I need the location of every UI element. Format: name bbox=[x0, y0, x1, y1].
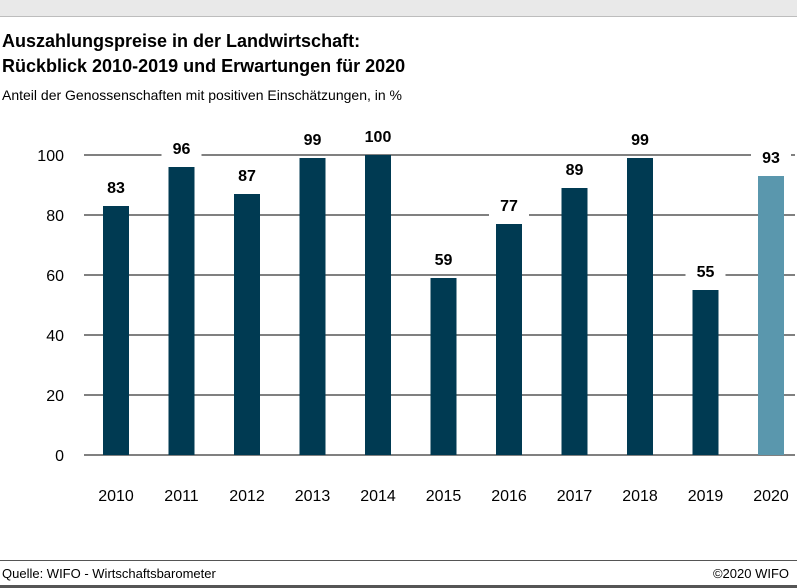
data-label-bg bbox=[685, 262, 726, 282]
x-tick-label-2015: 2015 bbox=[426, 488, 462, 505]
bar-2012 bbox=[234, 194, 260, 455]
y-tick-label: 100 bbox=[37, 148, 64, 165]
data-label-bg bbox=[423, 250, 464, 270]
bar-2015 bbox=[430, 278, 457, 455]
data-label-bg bbox=[554, 160, 595, 180]
data-label-2020: 93 bbox=[762, 150, 780, 167]
footer-bottom-rule bbox=[0, 585, 797, 588]
bar-2019 bbox=[692, 290, 719, 455]
data-label-2013: 99 bbox=[304, 132, 322, 149]
top-banner bbox=[0, 0, 797, 17]
bar-2011 bbox=[168, 167, 195, 455]
data-label-2010: 83 bbox=[107, 180, 125, 197]
bar-2014 bbox=[365, 155, 391, 455]
title-line-1: Auszahlungspreise in der Landwirtschaft: bbox=[2, 31, 361, 51]
x-tick-label-2019: 2019 bbox=[688, 488, 724, 505]
x-tick-label-2017: 2017 bbox=[557, 488, 593, 505]
data-label-2018: 99 bbox=[631, 132, 649, 149]
data-label-2017: 89 bbox=[566, 162, 584, 179]
y-tick-label: 40 bbox=[46, 328, 64, 345]
y-tick-label: 0 bbox=[55, 448, 64, 465]
y-tick-label: 60 bbox=[46, 268, 64, 285]
bar-2010 bbox=[103, 206, 129, 455]
data-label-2011: 96 bbox=[173, 141, 191, 158]
x-tick-label-2016: 2016 bbox=[491, 488, 527, 505]
data-label-2016: 77 bbox=[500, 198, 518, 215]
x-tick-label-2018: 2018 bbox=[622, 488, 658, 505]
bar-2017 bbox=[561, 188, 588, 455]
copyright-note: ©2020 WIFO bbox=[712, 566, 789, 581]
data-label-bg bbox=[292, 130, 333, 150]
x-tick-label-2011: 2011 bbox=[164, 488, 199, 505]
data-label-bg bbox=[161, 139, 202, 159]
chart-title: Auszahlungspreise in der Landwirtschaft:… bbox=[2, 29, 405, 79]
data-label-bg bbox=[227, 166, 267, 186]
x-tick-label-2014: 2014 bbox=[360, 488, 396, 505]
data-label-bg bbox=[358, 127, 398, 147]
data-label-bg bbox=[96, 178, 136, 198]
data-label-2014: 100 bbox=[365, 129, 392, 146]
bar-chart: 0 20 40 60 80 100 83 2010 96 2011 87 2012 99 2013 100 2… bbox=[37, 127, 795, 505]
source-note: Quelle: WIFO - Wirtschaftsbarometer bbox=[2, 566, 216, 581]
y-tick-label: 20 bbox=[46, 388, 64, 405]
bar-2020 bbox=[758, 176, 784, 455]
y-tick-label: 80 bbox=[46, 208, 64, 225]
data-label-bg bbox=[620, 130, 660, 150]
data-label-2012: 87 bbox=[238, 168, 256, 185]
bar-2016 bbox=[496, 224, 522, 455]
x-tick-label-2020: 2020 bbox=[753, 488, 789, 505]
footer-divider bbox=[0, 560, 797, 561]
data-label-2019: 55 bbox=[697, 264, 715, 281]
data-label-bg bbox=[751, 148, 791, 168]
x-tick-label-2013: 2013 bbox=[295, 488, 331, 505]
bar-2018 bbox=[627, 158, 653, 455]
x-tick-label-2012: 2012 bbox=[229, 488, 265, 505]
x-tick-label-2010: 2010 bbox=[98, 488, 134, 505]
bar-2013 bbox=[299, 158, 326, 455]
data-label-bg bbox=[489, 196, 529, 216]
title-line-2: Rückblick 2010-2019 und Erwartungen für … bbox=[2, 56, 406, 76]
chart-subtitle: Anteil der Genossenschaften mit positive… bbox=[2, 87, 403, 103]
data-label-2015: 59 bbox=[435, 252, 453, 269]
